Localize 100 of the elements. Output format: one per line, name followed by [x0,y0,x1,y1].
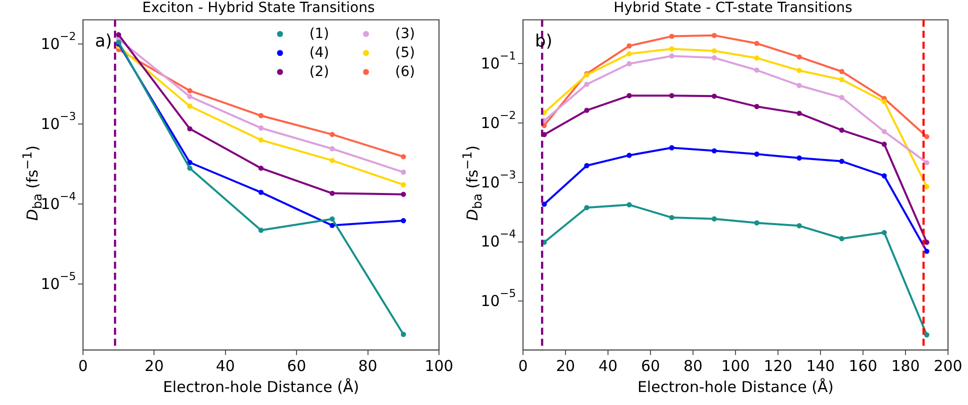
x-tick-label: 160 [848,356,878,375]
chart-title: Exciton - Hybrid State Transitions [142,0,375,16]
point [584,163,590,168]
point [712,55,717,60]
point [400,182,406,188]
legend-label: (2) [309,64,330,80]
point [924,248,930,254]
point [330,158,335,164]
x-tick-label: 80 [358,356,378,375]
point [796,68,802,74]
point [796,82,802,88]
point [882,230,887,236]
point [669,53,674,59]
x-tick-label: 140 [806,356,835,375]
point [839,158,844,164]
point [796,54,802,60]
point [839,128,844,133]
point [839,77,844,82]
point [187,94,192,100]
x-tick-label: 200 [934,356,962,375]
annotation: b) [535,32,552,52]
point [258,125,264,131]
point [187,88,192,94]
point [924,240,930,245]
point [258,113,264,118]
point [626,202,632,208]
point [400,332,406,337]
point [400,192,406,197]
legend-label: (3) [395,26,415,42]
point [669,214,674,220]
point [258,228,264,233]
point [116,32,122,38]
point [542,202,547,207]
point [839,68,844,74]
point [626,61,632,66]
point [584,108,590,113]
point [330,190,335,196]
point [839,94,844,100]
x-tick-label: 0 [518,356,528,375]
point [882,99,887,104]
legend-label: (4) [309,45,330,61]
point [754,220,760,226]
point [669,34,674,39]
x-tick-label: 0 [78,356,88,375]
point [258,137,264,143]
x-tick-label: 40 [216,356,235,375]
point [584,82,590,87]
point [882,128,887,134]
point [839,236,844,242]
point [712,148,717,154]
legend-label: (6) [395,64,415,80]
point [400,154,406,160]
point [626,93,632,98]
x-tick-label: 20 [556,356,576,375]
x-tick-label: 60 [640,356,660,375]
annotation: a) [95,32,112,52]
point [882,142,887,147]
x-axis-title: Electron-hole Distance (Å) [162,378,360,396]
point [669,46,674,52]
point [258,190,264,195]
legend-label: (1) [309,26,330,42]
point [924,332,930,338]
point [330,146,335,152]
point [626,51,632,56]
chart-title: Hybrid State - CT-state Transitions [614,0,852,16]
point [712,94,717,99]
point [330,216,335,222]
x-tick-label: 100 [721,356,750,375]
point [924,160,930,166]
point [924,134,930,140]
point [669,93,674,98]
point [187,166,192,171]
point [754,40,760,46]
point [712,32,717,38]
x-tick-label: 40 [598,356,618,375]
point [400,218,406,224]
point [924,184,930,190]
point [258,166,264,171]
point [754,152,760,157]
point [187,126,192,132]
x-tick-label: 60 [287,356,306,375]
point [330,132,335,138]
point [187,104,192,109]
point [754,68,760,73]
x-tick-label: 80 [683,356,703,375]
point [796,155,802,161]
point [584,205,590,210]
x-tick-label: 100 [424,356,454,375]
point [400,170,406,175]
point [626,152,632,158]
point [626,43,632,48]
x-tick-label: 120 [764,356,792,375]
point [712,216,717,222]
point [796,223,802,228]
point [754,55,760,61]
point [796,110,802,116]
x-tick-label: 180 [891,356,920,375]
point [669,145,674,150]
point [754,104,760,110]
x-axis-title: Electron-hole Distance (Å) [637,378,834,396]
